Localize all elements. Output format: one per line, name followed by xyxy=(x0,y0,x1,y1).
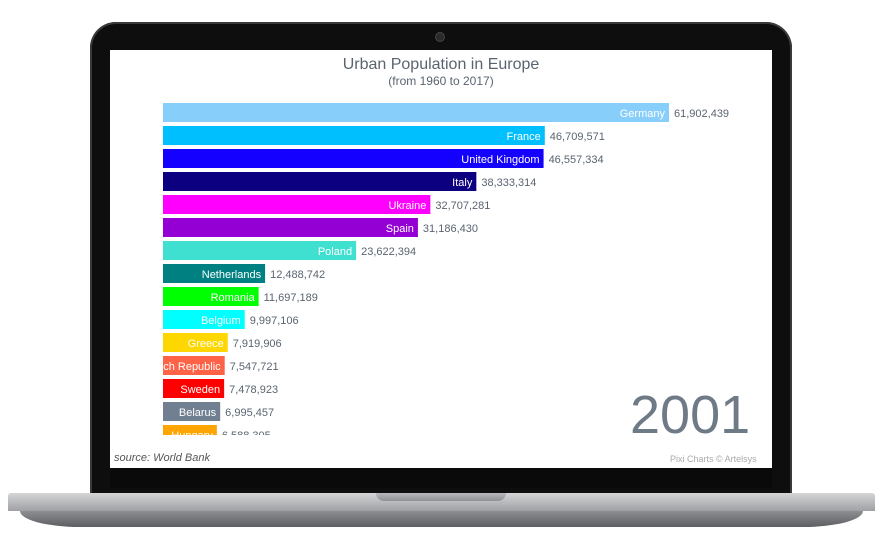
laptop-base-lower xyxy=(20,511,863,527)
bar-united-kingdom xyxy=(163,149,544,168)
value-label-romania: 11,697,189 xyxy=(264,292,318,304)
screen-bottom-bezel xyxy=(110,468,772,488)
value-label-sweden: 7,478,923 xyxy=(229,384,278,396)
camera-icon xyxy=(436,33,444,41)
bar-romania xyxy=(163,287,259,306)
value-label-ukraine: 32,707,281 xyxy=(435,200,490,212)
screen: Urban Population in Europe (from 1960 to… xyxy=(110,50,772,468)
credit-note: Pixi Charts © Artelsys xyxy=(670,454,757,464)
value-label-spain: 31,186,430 xyxy=(423,223,478,235)
bar-label-germany: Germany xyxy=(620,108,666,120)
value-label-czech-republic: 7,547,721 xyxy=(230,361,279,373)
bar-label-spain: Spain xyxy=(386,223,414,235)
bar-label-romania: Romania xyxy=(211,292,256,304)
bars-group: Germany 61,902,439 France 46,709,571 United … xyxy=(144,103,729,442)
bar-label-hungary: Hungary xyxy=(171,430,213,442)
bar-label-united-kingdom: United Kingdom xyxy=(461,154,539,166)
bar-czech-republic xyxy=(163,356,225,375)
left-mask xyxy=(110,50,158,435)
bar-poland xyxy=(163,241,357,260)
bar-label-sweden: Sweden xyxy=(180,384,220,396)
source-note: source: World Bank xyxy=(114,452,210,464)
chart-title: Urban Population in Europe xyxy=(342,56,540,73)
bar-germany xyxy=(163,103,669,122)
bar-italy xyxy=(163,172,477,191)
bar-label-belarus: Belarus xyxy=(179,407,217,419)
bar-label-poland: Poland xyxy=(318,246,352,258)
value-label-france: 46,709,571 xyxy=(550,131,605,143)
bar-belgium xyxy=(163,310,245,329)
bar-label-belgium: Belgium xyxy=(201,315,241,327)
bar-label-ukraine: Ukraine xyxy=(388,200,426,212)
value-label-hungary: 6,588,305 xyxy=(222,430,271,442)
bar-greece xyxy=(163,333,228,352)
value-label-united-kingdom: 46,557,334 xyxy=(549,154,604,166)
bar-hungary xyxy=(163,425,217,435)
bar-spain xyxy=(163,218,418,237)
bar-sweden xyxy=(163,379,225,398)
laptop-base xyxy=(8,493,875,511)
year-label: 2001 xyxy=(630,385,751,445)
bar-label-italy: Italy xyxy=(452,177,473,189)
value-label-poland: 23,622,394 xyxy=(361,246,416,258)
value-label-netherlands: 12,488,742 xyxy=(270,269,325,281)
laptop-notch xyxy=(376,493,506,501)
bar-label-france: France xyxy=(507,131,541,143)
bar-france xyxy=(163,126,545,145)
bar-label-netherlands: Netherlands xyxy=(202,269,262,281)
bar-belarus xyxy=(163,402,221,421)
value-label-italy: 38,333,314 xyxy=(481,177,536,189)
value-label-belarus: 6,995,457 xyxy=(225,407,274,419)
bar-netherlands xyxy=(163,264,266,283)
value-label-belgium: 9,997,106 xyxy=(250,315,299,327)
value-label-germany: 61,902,439 xyxy=(674,108,729,120)
value-label-greece: 7,919,906 xyxy=(233,338,282,350)
bar-ukraine xyxy=(163,195,431,214)
bar-label-czech-republic: Czech Republic xyxy=(144,361,222,373)
chart-subtitle: (from 1960 to 2017) xyxy=(388,74,494,88)
bar-chart: Germany 61,902,439 France 46,709,571 United … xyxy=(110,50,729,442)
bar-label-greece: Greece xyxy=(188,338,224,350)
